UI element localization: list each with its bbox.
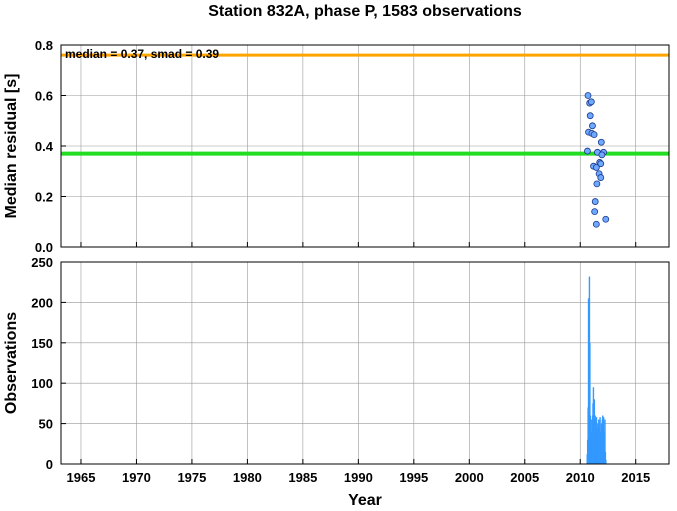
x-tick-label: 1980 xyxy=(233,470,262,485)
residual-point xyxy=(586,112,594,120)
residual-point xyxy=(597,174,605,181)
x-tick-label: 1970 xyxy=(122,470,151,485)
observation-bar xyxy=(589,342,591,464)
observation-bar xyxy=(604,451,607,464)
observations-y-tick-label: 150 xyxy=(31,336,53,351)
observations-y-tick-label: 100 xyxy=(31,376,53,391)
x-tick-label: 1990 xyxy=(344,470,373,485)
x-tick-label: 1975 xyxy=(177,470,206,485)
observations-plot-frame xyxy=(60,261,670,465)
x-tick-label: 2015 xyxy=(621,470,650,485)
residual-point xyxy=(584,147,591,155)
residual-y-axis-label: Median residual [s] xyxy=(3,74,20,219)
x-tick-label: 2005 xyxy=(510,470,539,485)
residual-point xyxy=(584,92,592,99)
residual-point xyxy=(587,98,595,106)
residual-y-tick-label: 0.0 xyxy=(35,240,53,255)
residual-point xyxy=(597,138,605,146)
observations-gridlines xyxy=(61,261,669,465)
x-tick-label: 2000 xyxy=(455,470,484,485)
x-axis-label: Year xyxy=(348,492,382,509)
observation-bar xyxy=(605,459,607,464)
observations-y-tick-label: 200 xyxy=(31,295,53,310)
residual-point xyxy=(593,180,601,188)
residual-annotation: median = 0.37, smad = 0.39 xyxy=(65,47,219,61)
residual-y-tick-label: 0.8 xyxy=(35,38,53,53)
residual-points xyxy=(584,92,610,228)
residual-point xyxy=(597,160,605,168)
residual-point xyxy=(598,151,606,159)
residual-axis-ticks: 0.0 0.2 0.4 0.6 0.8 xyxy=(35,38,637,255)
x-tick-label: 1995 xyxy=(399,470,428,485)
residual-y-tick-label: 0.6 xyxy=(35,89,53,104)
residual-reference-lines xyxy=(61,53,669,156)
observations-y-axis-label: Observations xyxy=(3,312,20,414)
residual-y-tick-label: 0.2 xyxy=(35,190,53,205)
chart-title: Station 832A, phase P, 1583 observations xyxy=(208,3,522,20)
observations-y-tick-label: 250 xyxy=(31,255,53,270)
residual-point xyxy=(589,122,596,130)
x-tick-label: 1985 xyxy=(288,470,317,485)
observations-y-tick-label: 50 xyxy=(39,417,53,432)
residual-point xyxy=(602,215,610,223)
observations-y-tick-label: 0 xyxy=(46,457,53,472)
observations-panel: 1965 1970 1975 1980 1985 1990 1995 2000 2005 2010… xyxy=(3,255,670,509)
residual-point xyxy=(592,164,600,171)
observations-bars xyxy=(586,276,607,464)
residual-point xyxy=(592,220,600,228)
residual-point xyxy=(591,198,599,205)
residual-y-tick-label: 0.4 xyxy=(35,139,54,154)
residual-point xyxy=(590,131,598,139)
residual-point xyxy=(591,208,599,216)
residual-panel: median = 0.37, smad = 0.39 0.00.20.40.60… xyxy=(3,38,670,255)
observation-bar xyxy=(604,419,606,464)
observations-axis-ticks: 1965 1970 1975 1980 1985 1990 1995 2000 2005 2010… xyxy=(31,255,650,485)
x-tick-label: 1965 xyxy=(67,470,96,485)
x-tick-label: 2010 xyxy=(566,470,595,485)
